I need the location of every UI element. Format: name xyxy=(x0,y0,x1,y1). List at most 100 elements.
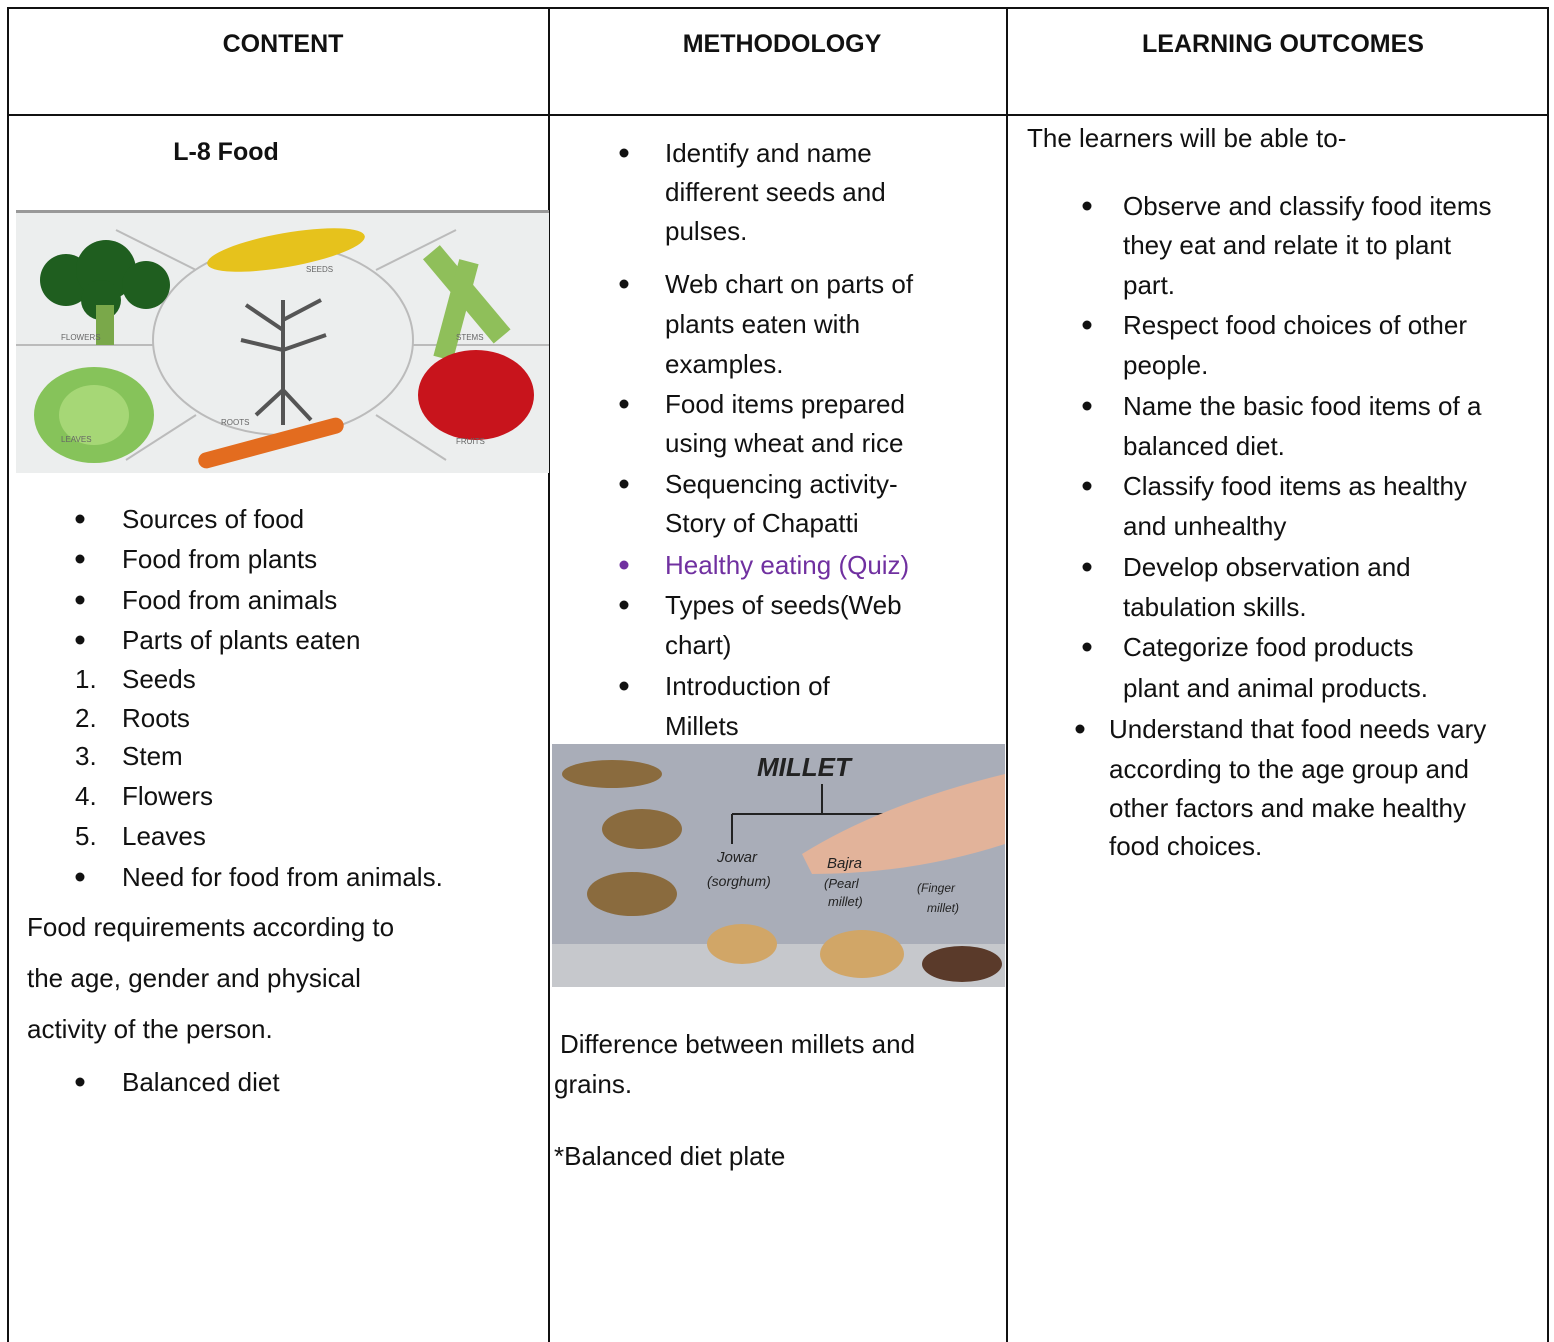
list-item: chart) xyxy=(665,630,732,660)
list-item: pulses. xyxy=(665,216,748,246)
bullet xyxy=(75,554,85,564)
paragraph-line: activity of the person. xyxy=(27,1014,273,1044)
image-label: LEAVES xyxy=(61,435,92,444)
paragraph-line: Difference between millets and xyxy=(560,1029,916,1059)
table-border xyxy=(7,7,1549,9)
column-header: METHODOLOGY xyxy=(682,30,882,58)
list-item: people. xyxy=(1123,350,1209,380)
list-item: Name the basic food items of a xyxy=(1123,391,1482,421)
list-item: Millets xyxy=(665,711,739,741)
list-item: examples. xyxy=(665,349,784,379)
list-item: Food from plants xyxy=(122,544,318,574)
paragraph-line: the age, gender and physical xyxy=(27,963,361,993)
bullet xyxy=(75,872,85,882)
list-item: Types of seeds(Web xyxy=(665,590,902,620)
list-item: Food items prepared xyxy=(665,389,905,419)
bullet xyxy=(1082,201,1092,211)
bullet xyxy=(75,595,85,605)
list-item: Food from animals xyxy=(122,585,338,615)
list-number: 4. xyxy=(75,781,97,811)
image-label: FRUITS xyxy=(456,437,485,446)
note: *Balanced diet plate xyxy=(554,1141,786,1171)
list-number: 1. xyxy=(75,664,97,694)
image-label: Jowar xyxy=(716,849,758,866)
bullet xyxy=(619,600,629,610)
list-item: according to the age group and xyxy=(1109,754,1469,784)
image-label: SEEDS xyxy=(306,265,333,274)
image-label: Bajra xyxy=(827,855,862,872)
list-item: Story of Chapatti xyxy=(665,508,859,538)
bullet xyxy=(619,399,629,409)
bullet xyxy=(1075,724,1085,734)
image-label: (Pearl xyxy=(824,876,860,891)
list-item: and unhealthy xyxy=(1123,511,1287,541)
list-item: using wheat and rice xyxy=(665,428,904,458)
image-label: millet) xyxy=(927,901,959,915)
intro: The learners will be able to- xyxy=(1027,123,1347,153)
list-item: food choices. xyxy=(1109,831,1263,861)
list-item: Identify and name xyxy=(665,138,872,168)
bullet xyxy=(619,148,629,158)
list-item: Seeds xyxy=(122,664,196,694)
list-item: Need for food from animals. xyxy=(122,862,443,892)
lesson-title: L-8 Food xyxy=(173,138,279,166)
list-item: balanced diet. xyxy=(1123,431,1285,461)
bullet xyxy=(619,279,629,289)
bullet xyxy=(1082,562,1092,572)
list-item: Parts of plants eaten xyxy=(122,625,361,655)
list-item: Stem xyxy=(122,741,183,771)
table-border xyxy=(7,114,1549,116)
list-item: Introduction of xyxy=(665,671,830,701)
list-number: 3. xyxy=(75,741,97,771)
column-header: CONTENT xyxy=(222,30,344,58)
list-item: Roots xyxy=(122,703,190,733)
list-item: Healthy eating (Quiz) xyxy=(665,550,910,580)
image-label: (sorghum) xyxy=(707,873,771,889)
bullet xyxy=(1082,481,1092,491)
list-item: different seeds and xyxy=(665,177,886,207)
bullet xyxy=(619,479,629,489)
bullet xyxy=(75,1077,85,1087)
image-label: MILLET xyxy=(757,752,853,782)
paragraph-line: grains. xyxy=(554,1069,633,1099)
list-item: other factors and make healthy xyxy=(1109,793,1466,823)
list-item: Leaves xyxy=(122,821,206,851)
table-border xyxy=(1006,7,1008,1342)
list-item: part. xyxy=(1123,270,1176,300)
bullet xyxy=(619,560,629,570)
list-item: Understand that food needs vary xyxy=(1109,714,1487,744)
list-item: plant and animal products. xyxy=(1123,673,1428,703)
column-header: LEARNING OUTCOMES xyxy=(1142,30,1424,58)
list-item: Sources of food xyxy=(122,504,305,534)
list-item: Respect food choices of other xyxy=(1123,310,1467,340)
list-item: Flowers xyxy=(122,781,214,811)
bullet xyxy=(1082,401,1092,411)
list-item: tabulation skills. xyxy=(1123,592,1307,622)
millet-image: MILLET Jowar (sorghum) Bajra (Pearl mill… xyxy=(552,744,1005,987)
bullet xyxy=(1082,320,1092,330)
list-item: Sequencing activity- xyxy=(665,469,898,499)
list-item: Categorize food products xyxy=(1123,632,1414,662)
table-border xyxy=(548,7,550,1342)
bullet xyxy=(619,681,629,691)
image-label: ROOTS xyxy=(221,418,249,427)
image-label: STEMS xyxy=(456,333,484,342)
image-label: FLOWERS xyxy=(61,333,101,342)
food-parts-image: SEEDS FLOWERS STEMS LEAVES ROOTS FRUITS xyxy=(16,210,549,473)
paragraph-line: Food requirements according to xyxy=(27,912,395,942)
list-number: 5. xyxy=(75,821,97,851)
list-item: Web chart on parts of xyxy=(665,269,914,299)
table-border xyxy=(7,7,9,1342)
list-item: Develop observation and xyxy=(1123,552,1411,582)
list-item: Balanced diet xyxy=(122,1067,280,1097)
list-item: plants eaten with xyxy=(665,309,861,339)
list-item: Classify food items as healthy xyxy=(1123,471,1467,501)
table-border xyxy=(1547,7,1549,1342)
image-label: (Finger xyxy=(917,881,956,895)
list-item: they eat and relate it to plant xyxy=(1123,230,1452,260)
list-number: 2. xyxy=(75,703,97,733)
bullet xyxy=(75,635,85,645)
bullet xyxy=(1082,642,1092,652)
bullet xyxy=(75,514,85,524)
